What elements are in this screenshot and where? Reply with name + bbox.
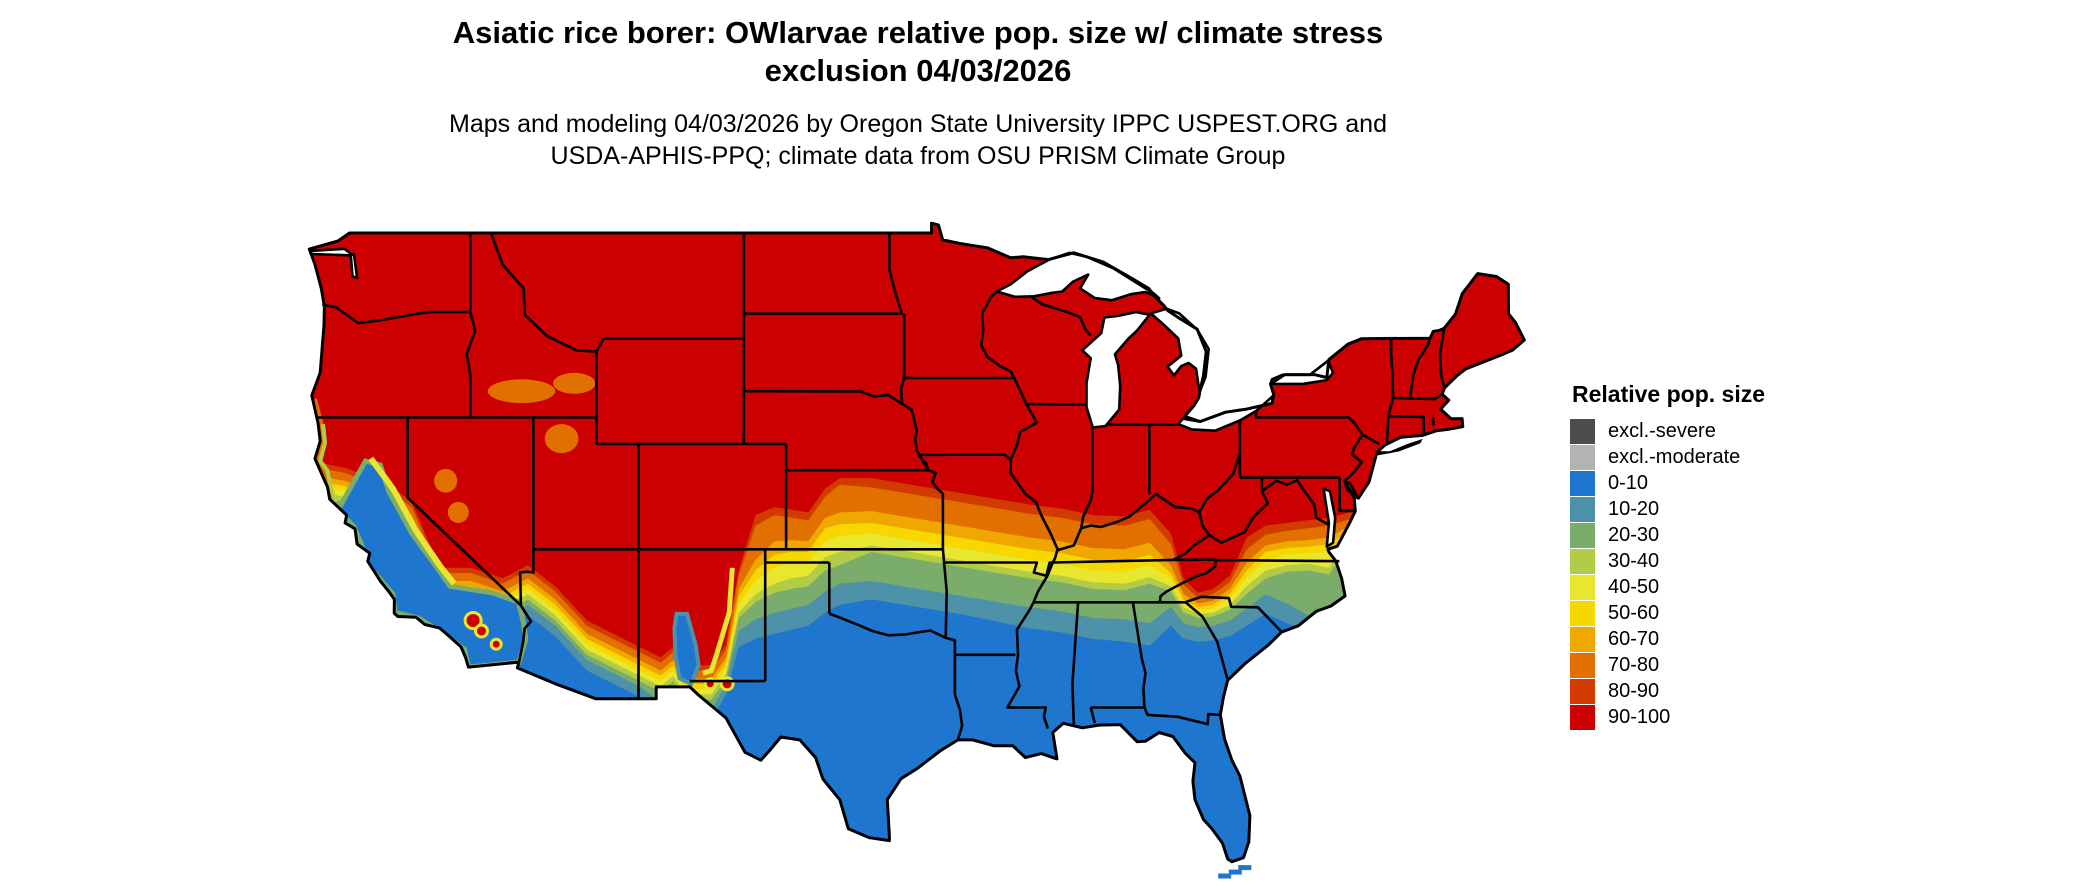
basin-patch [434, 468, 458, 493]
map-subtitle-line2: USDA-APHIS-PPQ; climate data from OSU PR… [550, 142, 1286, 170]
legend-item-label: 60-70 [1608, 627, 1660, 650]
legend-item: 90-100 [1570, 704, 1765, 730]
legend-item-label: excl.-moderate [1608, 445, 1741, 468]
legend-item-label: excl.-severe [1608, 419, 1716, 442]
rio-grande-valley-region [672, 611, 701, 687]
legend-item-label: 50-60 [1608, 601, 1660, 624]
legend-title: Relative pop. size [1572, 381, 1766, 407]
map-subtitle-line1: Maps and modeling 04/03/2026 by Oregon S… [449, 110, 1387, 138]
legend-swatch [1570, 470, 1595, 496]
legend-item: 60-70 [1570, 626, 1765, 652]
map-title: Asiatic rice borer: OWlarvae relative po… [0, 14, 1836, 90]
basin-patch [544, 424, 579, 454]
legend-swatch [1570, 444, 1595, 470]
legend-item: 0-10 [1570, 470, 1765, 496]
legend-item: 70-80 [1570, 652, 1765, 678]
legend-items: excl.-severe excl.-moderate 0-10 10-20 2… [1570, 418, 1765, 730]
legend-swatch [1570, 548, 1595, 574]
map-title-line2: exclusion 04/03/2026 [764, 53, 1072, 88]
legend-swatch [1570, 522, 1595, 548]
mountain-patch [719, 676, 735, 692]
legend: Relative pop. size excl.-severe excl.-mo… [1570, 381, 1765, 730]
legend-item: 20-30 [1570, 522, 1765, 548]
map-subtitle: Maps and modeling 04/03/2026 by Oregon S… [0, 108, 1836, 172]
legend-item-label: 90-100 [1608, 705, 1671, 728]
mountain-patch [489, 637, 503, 651]
new-mexico-fringe [702, 567, 735, 676]
legend-item-label: 70-80 [1608, 653, 1660, 676]
florida-keys [1228, 869, 1242, 875]
legend-swatch [1570, 678, 1595, 704]
florida-keys [1238, 865, 1252, 871]
basin-patch [447, 501, 469, 523]
legend-item-label: 80-90 [1608, 679, 1660, 702]
great-lakes [309, 247, 1359, 548]
us-outline [307, 221, 1526, 864]
florida-keys [1218, 873, 1232, 879]
mountain-patch [463, 611, 483, 630]
legend-item: 10-20 [1570, 496, 1765, 522]
legend-item: 80-90 [1570, 678, 1765, 704]
state-borders [316, 232, 1446, 741]
legend-item: 30-40 [1570, 548, 1765, 574]
legend-item-label: 10-20 [1608, 497, 1660, 520]
legend-swatch [1570, 626, 1595, 652]
mountain-patch [474, 623, 489, 639]
legend-item: excl.-severe [1570, 418, 1765, 444]
legend-swatch [1570, 574, 1595, 600]
map-title-line1: Asiatic rice borer: OWlarvae relative po… [452, 15, 1384, 50]
legend-swatch [1570, 496, 1595, 522]
legend-swatch [1570, 652, 1595, 678]
legend-item: excl.-moderate [1570, 444, 1765, 470]
legend-item-label: 20-30 [1608, 523, 1660, 546]
legend-item-label: 30-40 [1608, 549, 1660, 572]
legend-swatch [1570, 600, 1595, 626]
legend-item: 50-60 [1570, 600, 1765, 626]
basin-patch [553, 372, 596, 394]
long-island [1375, 438, 1423, 456]
legend-item-label: 0-10 [1608, 471, 1649, 494]
legend-swatch [1570, 418, 1595, 444]
basin-patch [487, 379, 556, 404]
legend-swatch [1570, 704, 1595, 730]
legend-item-label: 40-50 [1608, 575, 1660, 598]
legend-item: 40-50 [1570, 574, 1765, 600]
sierra-fringe [368, 456, 457, 586]
